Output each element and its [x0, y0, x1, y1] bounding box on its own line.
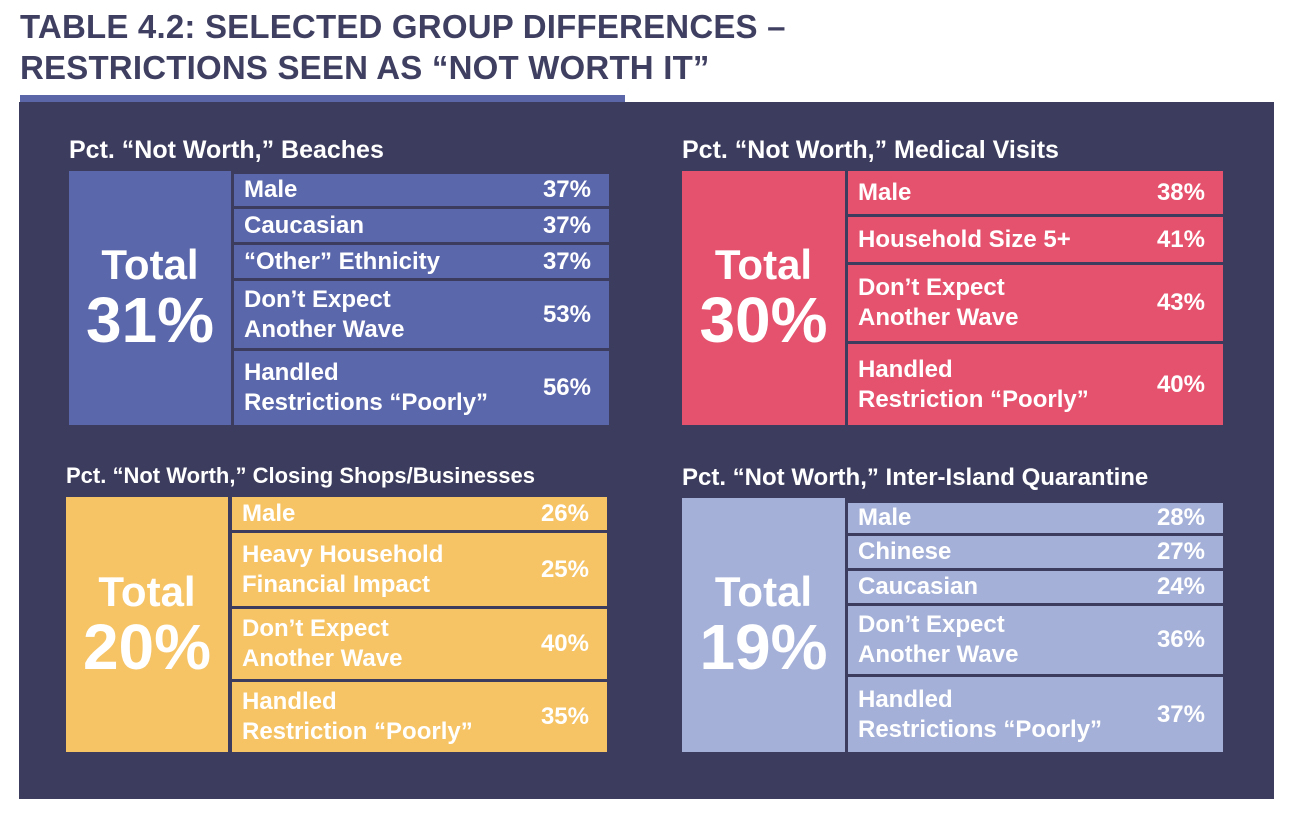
row-label: Male — [244, 176, 298, 203]
group-rows: Male 38% Household Size 5+ 41% Don’t Expec… — [848, 171, 1223, 425]
table-row: Male 28% — [848, 503, 1223, 533]
group-title: Pct. “Not Worth,” Closing Shops/Business… — [66, 463, 535, 488]
title-underline — [20, 95, 625, 103]
table-row: Don’t Expect Another Wave 40% — [232, 609, 607, 679]
row-label: Handled Restrictions “Poorly” — [244, 359, 489, 416]
page-title: TABLE 4.2: SELECTED GROUP DIFFERENCES – … — [20, 8, 786, 86]
table-row: Handled Restrictions “Poorly” 37% — [848, 677, 1223, 752]
row-value: 37% — [542, 247, 591, 275]
row-value: 38% — [1156, 178, 1205, 206]
total-value: 31% — [85, 284, 215, 356]
total-label: Total — [101, 241, 199, 288]
row-label: Male — [858, 504, 912, 531]
row-label: Don’t Expect Another Wave — [858, 611, 1019, 668]
row-value: 36% — [1156, 626, 1205, 653]
group-inter-island-quarantine: Pct. “Not Worth,” Inter-Island Quarantin… — [682, 463, 1223, 752]
row-label: Handled Restriction “Poorly” — [242, 688, 473, 745]
row-label: Handled Restriction “Poorly” — [858, 355, 1089, 413]
total-box: Total 31% — [69, 171, 231, 425]
row-value: 53% — [542, 300, 591, 328]
table-row: Male 38% — [848, 171, 1223, 214]
table-row: Handled Restriction “Poorly” 40% — [848, 344, 1223, 425]
table-row: Handled Restriction “Poorly” 35% — [232, 682, 607, 752]
table-row: Caucasian 24% — [848, 571, 1223, 603]
row-label: Don’t Expect Another Wave — [242, 615, 403, 672]
total-box: Total 19% — [682, 498, 845, 752]
total-label: Total — [714, 241, 813, 288]
row-value: 24% — [1156, 573, 1205, 600]
total-value: 30% — [699, 284, 828, 356]
total-label: Total — [714, 568, 813, 615]
row-value: 37% — [1156, 700, 1205, 728]
table-row: Don’t Expect Another Wave 53% — [234, 281, 609, 348]
table-row: Caucasian 37% — [234, 209, 609, 242]
group-medical-visits: Pct. “Not Worth,” Medical Visits Total 3… — [682, 135, 1223, 425]
row-label: Heavy Household Financial Impact — [242, 540, 444, 598]
table-row: Don’t Expect Another Wave 43% — [848, 265, 1223, 341]
table-row: Chinese 27% — [848, 536, 1223, 568]
row-value: 41% — [1156, 225, 1205, 253]
table-row: Male 26% — [232, 497, 607, 530]
row-label: Household Size 5+ — [858, 225, 1071, 253]
total-box: Total 30% — [682, 171, 845, 425]
group-rows: Male 37% Caucasian 37% “Other” Ethnicity 37… — [234, 174, 609, 425]
total-box: Total 20% — [66, 497, 228, 752]
row-label: Caucasian — [858, 573, 979, 600]
row-label: Handled Restrictions “Poorly” — [858, 685, 1103, 743]
total-value: 20% — [82, 610, 212, 683]
row-value: 56% — [542, 374, 591, 401]
total-value: 19% — [699, 611, 828, 683]
row-label: Male — [242, 499, 296, 527]
group-title: Pct. “Not Worth,” Inter-Island Quarantin… — [682, 464, 1149, 491]
row-value: 28% — [1156, 504, 1205, 531]
group-beaches: Pct. “Not Worth,” Beaches Total 31% Male… — [69, 135, 609, 425]
row-label: Chinese — [858, 538, 952, 565]
group-title: Pct. “Not Worth,” Beaches — [69, 136, 384, 164]
row-value: 40% — [1156, 370, 1205, 398]
group-title: Pct. “Not Worth,” Medical Visits — [682, 136, 1059, 164]
table-row: Household Size 5+ 41% — [848, 217, 1223, 262]
row-value: 35% — [540, 703, 589, 730]
table-row: Male 37% — [234, 174, 609, 206]
row-label: Don’t Expect Another Wave — [858, 274, 1019, 331]
row-value: 27% — [1156, 538, 1205, 565]
table-row: “Other” Ethnicity 37% — [234, 245, 609, 278]
group-rows: Male 26% Heavy Household Financial Impact… — [232, 497, 607, 752]
row-value: 43% — [1156, 289, 1205, 316]
row-label: Male — [858, 178, 912, 206]
table-row: Heavy Household Financial Impact 25% — [232, 533, 607, 606]
total-label: Total — [98, 567, 196, 615]
row-label: Caucasian — [244, 211, 365, 239]
group-rows: Male 28% Chinese 27% Caucasian 24% Don’t Ex… — [848, 503, 1223, 752]
tables-panel: Pct. “Not Worth,” Beaches Total 31% Male… — [19, 102, 1274, 799]
row-label: Don’t Expect Another Wave — [244, 285, 405, 343]
row-value: 25% — [540, 555, 589, 583]
row-value: 37% — [542, 211, 591, 239]
row-value: 26% — [540, 499, 589, 527]
row-value: 37% — [542, 176, 591, 203]
table-row: Don’t Expect Another Wave 36% — [848, 606, 1223, 674]
row-label: “Other” Ethnicity — [244, 247, 441, 275]
table-row: Handled Restrictions “Poorly” 56% — [234, 351, 609, 425]
row-value: 40% — [540, 630, 589, 657]
group-closing-shops: Pct. “Not Worth,” Closing Shops/Business… — [66, 461, 607, 752]
